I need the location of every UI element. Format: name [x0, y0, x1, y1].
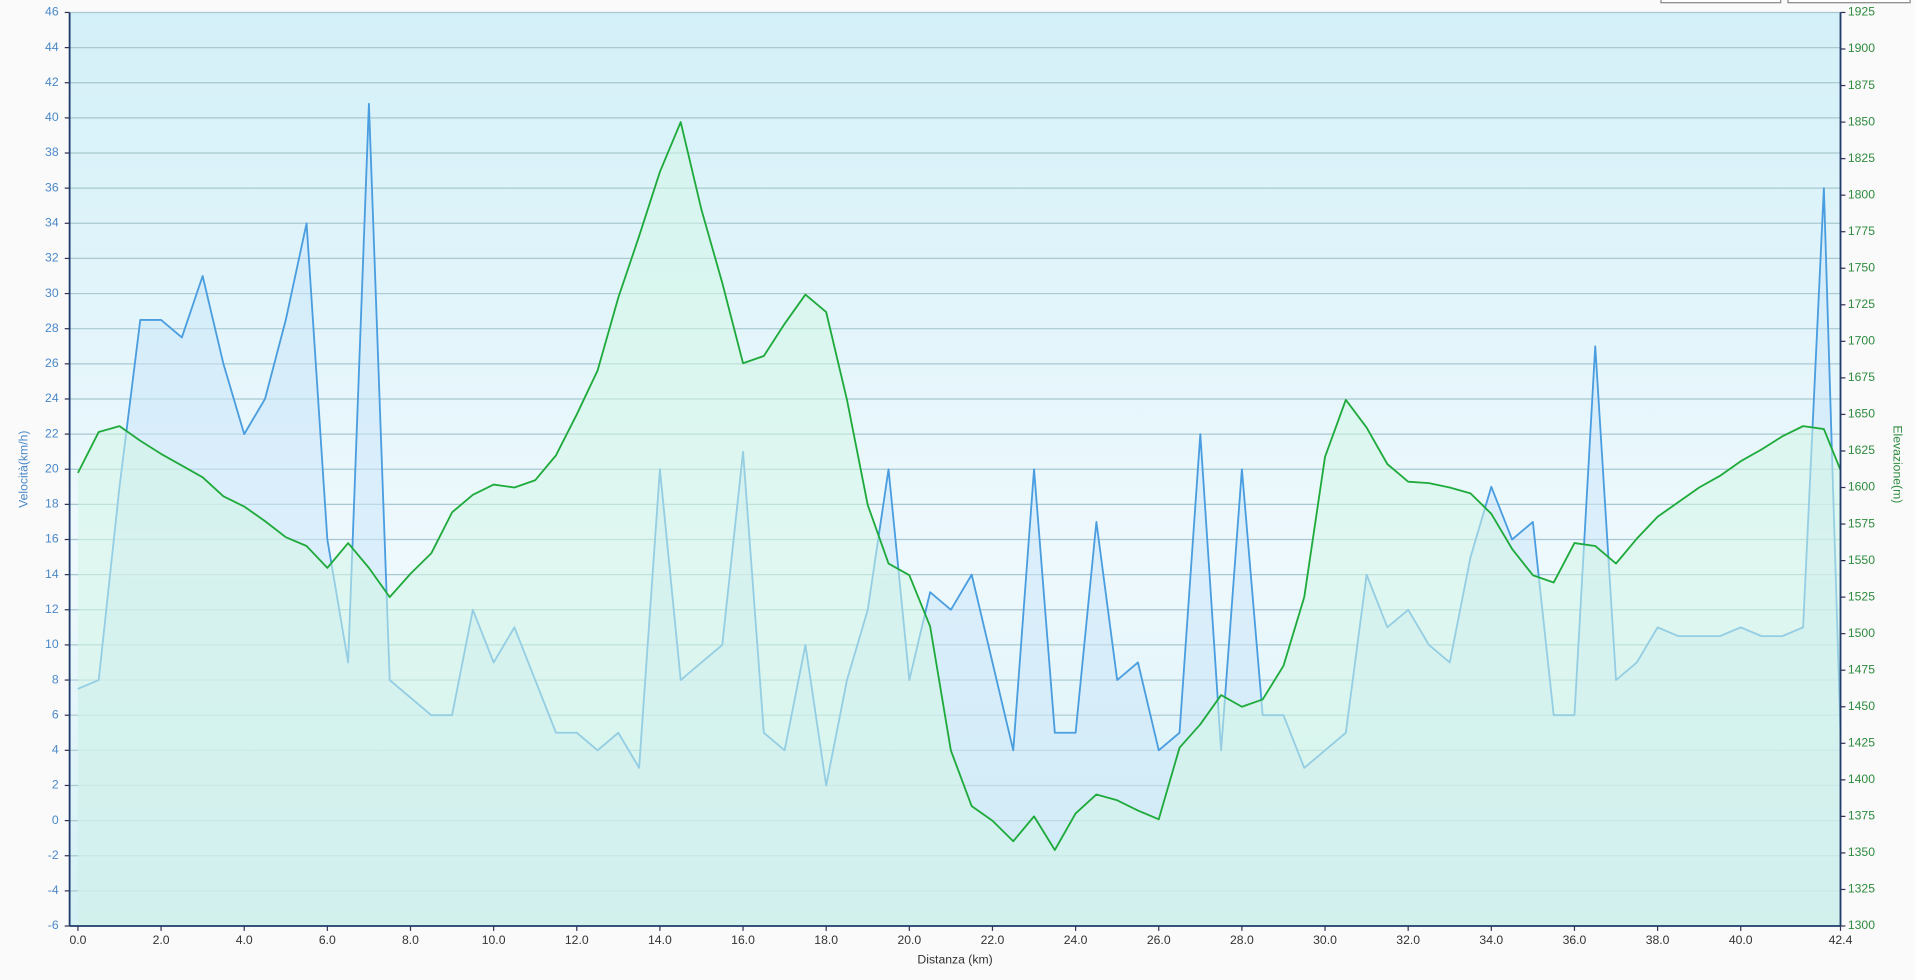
y-tick-label: 36: [45, 180, 59, 194]
x-tick-label: 14.0: [648, 933, 672, 947]
y-tick-label: 20: [45, 461, 59, 475]
y2-tick-label: 1725: [1848, 297, 1875, 311]
x-tick-label: 4.0: [236, 933, 253, 947]
y2-tick-label: 1900: [1848, 41, 1875, 55]
y2-tick-label: 1800: [1848, 187, 1875, 201]
y-tick-label: 46: [45, 5, 59, 19]
x-tick-label: 12.0: [565, 933, 589, 947]
y2-tick-label: 1475: [1848, 662, 1875, 676]
y-tick-label: 40: [45, 110, 59, 124]
y-tick-label: 38: [45, 145, 59, 159]
y-tick-label: 14: [45, 567, 59, 581]
line: [77, 121, 1842, 851]
x-tick-label: 16.0: [731, 933, 755, 947]
x-tick-label: 24.0: [1064, 933, 1088, 947]
area: [77, 122, 1841, 927]
y-axis-label: Velocità(km/h): [17, 431, 31, 508]
y2-tick-label: 1700: [1848, 334, 1875, 348]
x-tick-label: 22.0: [981, 933, 1005, 947]
y-tick-label: -6: [48, 918, 59, 932]
y-tick-label: 26: [45, 356, 59, 370]
y2-tick-label: 1350: [1848, 845, 1875, 859]
y2-tick-label: 1375: [1848, 809, 1875, 823]
x-tick-label: 42.4: [1829, 933, 1853, 947]
y2-tick-label: 1775: [1848, 224, 1875, 238]
y-tick-label: 34: [45, 216, 59, 230]
y-tick-label: 6: [52, 707, 59, 721]
button[interactable]: [1787, 0, 1911, 4]
x-tick-label: 38.0: [1646, 933, 1670, 947]
y-tick-label: 12: [45, 602, 59, 616]
y2-tick-label: 1500: [1848, 626, 1875, 640]
x-tick-label: 28.0: [1230, 933, 1254, 947]
x-tick-label: 32.0: [1396, 933, 1420, 947]
y-tick-label: 24: [45, 391, 59, 405]
y-tick-label: 42: [45, 75, 59, 89]
y-tick-label: 2: [52, 778, 59, 792]
y-tick-label: 32: [45, 251, 59, 265]
y-tick-label: 4: [52, 743, 59, 757]
y2-tick-label: 1750: [1848, 260, 1875, 274]
y-tick-label: 16: [45, 532, 59, 546]
x-tick-label: 30.0: [1313, 933, 1337, 947]
x-tick-label: 34.0: [1479, 933, 1503, 947]
y2-tick-label: 1425: [1848, 736, 1875, 750]
x-axis-label: Distanza (km): [917, 952, 992, 966]
x-tick-label: 6.0: [319, 933, 336, 947]
y2-tick-label: 1575: [1848, 516, 1875, 530]
x-tick-label: 2.0: [153, 933, 170, 947]
y-tick-label: 22: [45, 426, 59, 440]
y-tick-label: 8: [52, 672, 59, 686]
y2-tick-label: 1925: [1848, 5, 1875, 19]
y2-axis-label: Elevazione(m): [1890, 425, 1904, 503]
y2-tick-label: 1875: [1848, 78, 1875, 92]
x-tick-label: 20.0: [897, 933, 921, 947]
y2-tick-label: 1650: [1848, 407, 1875, 421]
y-tick-label: 28: [45, 321, 59, 335]
y2-tick-label: 1625: [1848, 443, 1875, 457]
y2-tick-label: 1325: [1848, 882, 1875, 896]
x-tick-label: 40.0: [1729, 933, 1753, 947]
button[interactable]: [1660, 0, 1782, 4]
x-tick-label: 0.0: [69, 933, 86, 947]
y-tick-label: 44: [45, 40, 59, 54]
y-tick-label: -4: [48, 883, 59, 897]
y2-tick-label: 1550: [1848, 553, 1875, 567]
x-tick-label: 26.0: [1147, 933, 1171, 947]
y2-tick-label: 1300: [1848, 918, 1875, 932]
y2-tick-label: 1675: [1848, 370, 1875, 384]
y-tick-label: 10: [45, 637, 59, 651]
x-tick-label: 10.0: [482, 933, 506, 947]
y-tick-label: -2: [48, 848, 59, 862]
y2-tick-label: 1450: [1848, 699, 1875, 713]
y-tick-label: 30: [45, 286, 59, 300]
y2-tick-label: 1525: [1848, 589, 1875, 603]
y2-tick-label: 1600: [1848, 480, 1875, 494]
y-tick-label: 18: [45, 497, 59, 511]
x-tick-label: 8.0: [402, 933, 419, 947]
y2-tick-label: 1400: [1848, 772, 1875, 786]
x-tick-label: 36.0: [1563, 933, 1587, 947]
x-tick-label: 18.0: [814, 933, 838, 947]
y2-tick-label: 1850: [1848, 114, 1875, 128]
y2-tick-label: 1825: [1848, 151, 1875, 165]
y-tick-label: 0: [52, 813, 59, 827]
